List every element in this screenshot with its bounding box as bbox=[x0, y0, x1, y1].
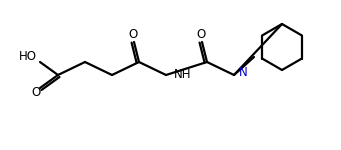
Text: O: O bbox=[196, 28, 206, 42]
Text: O: O bbox=[31, 87, 41, 99]
Text: O: O bbox=[128, 28, 138, 42]
Text: HO: HO bbox=[19, 50, 37, 63]
Text: NH: NH bbox=[174, 68, 192, 81]
Text: N: N bbox=[239, 66, 248, 78]
